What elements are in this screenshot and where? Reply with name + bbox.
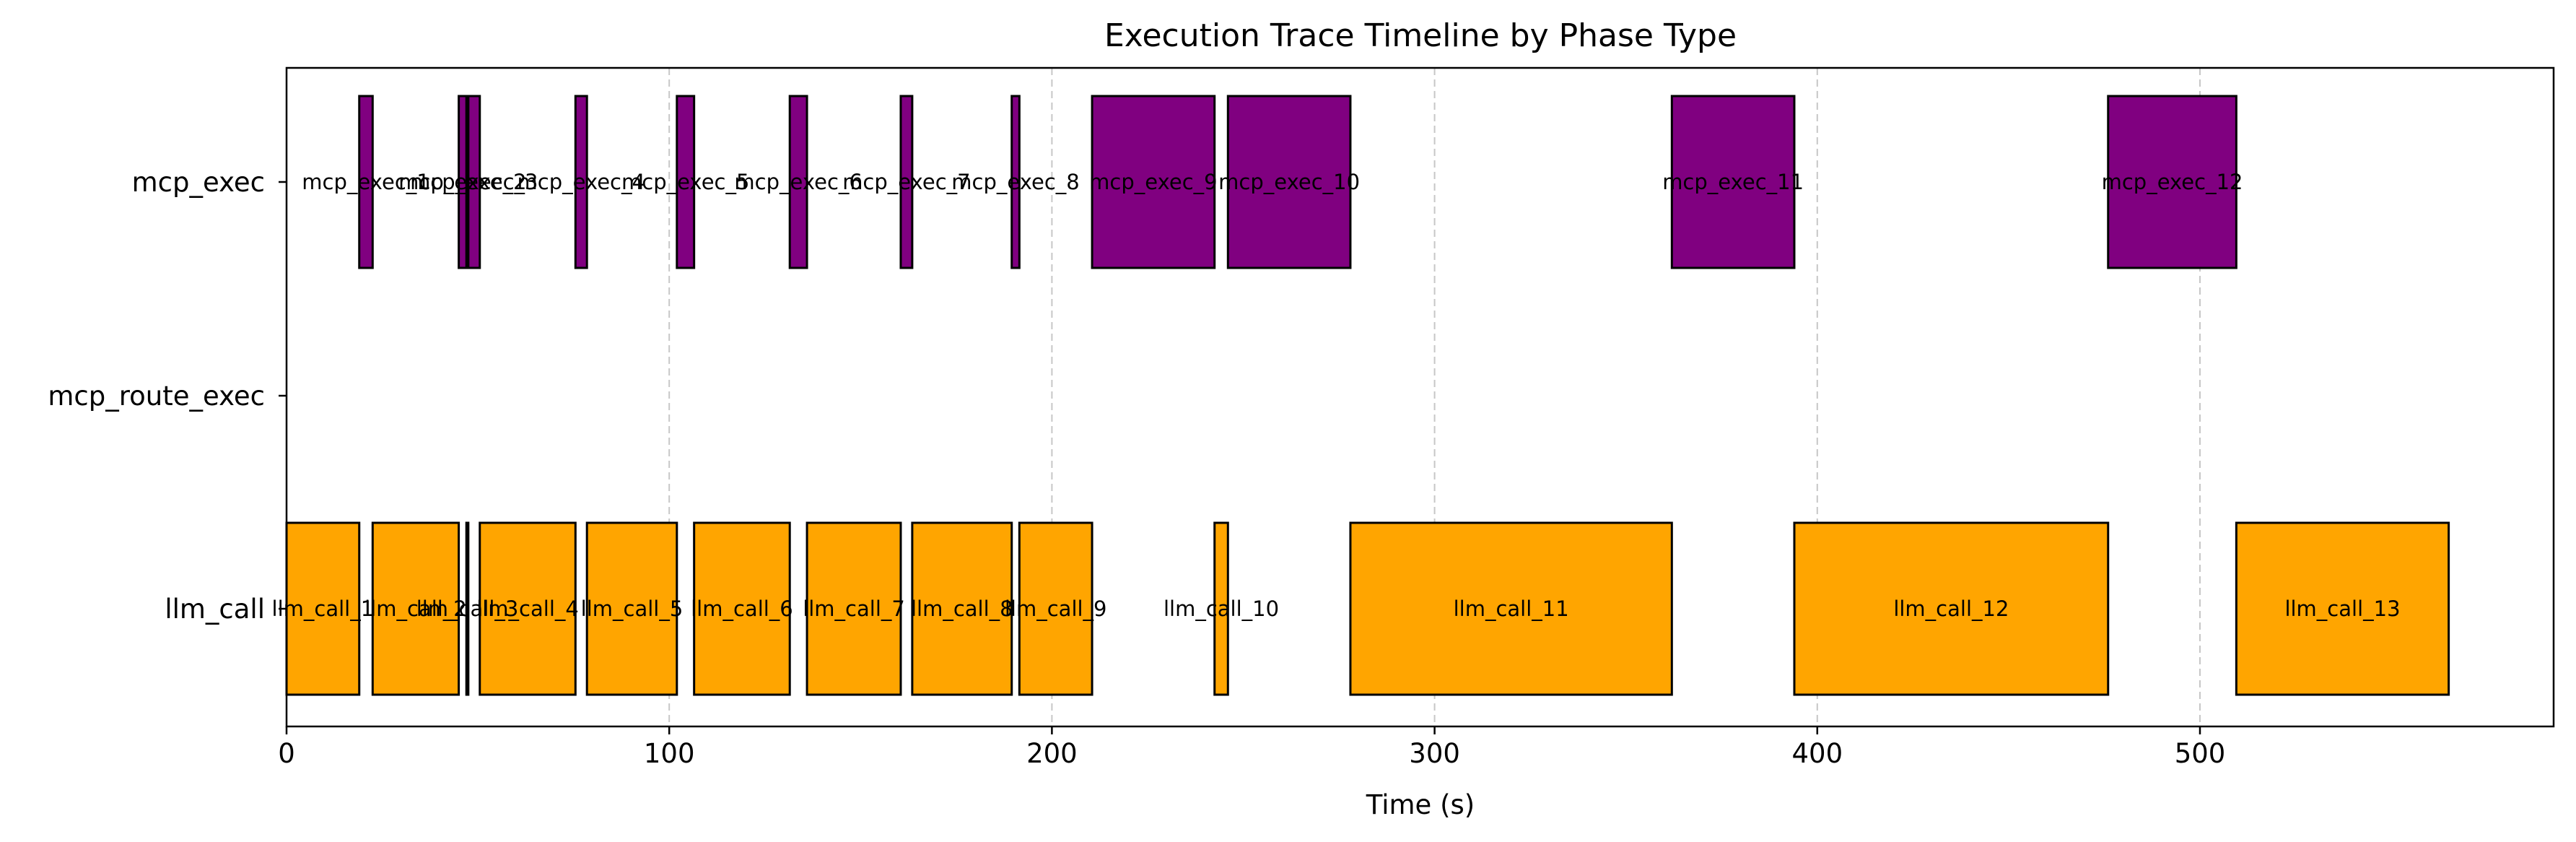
mcp_exec-bar xyxy=(676,95,696,269)
mcp_exec-bar-label: mcp_exec_3 xyxy=(410,170,538,194)
mcp_exec-bar-label: mcp_exec_4 xyxy=(518,170,645,194)
llm_call-bar xyxy=(693,521,791,696)
llm_call-bar-label: llm_call_3 xyxy=(416,596,519,621)
y-tick-label: llm_call xyxy=(165,594,265,625)
x-tick-label: 300 xyxy=(1409,738,1460,769)
y-tick-label: mcp_route_exec xyxy=(48,381,265,412)
x-tick-label: 400 xyxy=(1791,738,1843,769)
llm_call-bar-label: llm_call_12 xyxy=(1893,596,2009,621)
bar-labels: mcp_exec_1mcp_exec_2mcp_exec_3mcp_exec_4… xyxy=(272,170,2401,621)
mcp_exec-bar-label: mcp_exec_9 xyxy=(1089,170,1217,194)
llm_call-bar xyxy=(371,521,460,696)
mcp_exec-bar xyxy=(2107,95,2237,269)
llm_call-bar xyxy=(1793,521,2110,696)
x-tick-label: 500 xyxy=(2175,738,2226,769)
x-axis-ticks: 0 100 200 300 400 500 xyxy=(278,726,2225,769)
mcp_exec-bar xyxy=(1010,95,1021,269)
mcp_exec-bar-label: mcp_exec_5 xyxy=(621,170,749,194)
mcp_exec-bar-label: mcp_exec_11 xyxy=(1662,170,1804,194)
llm_call-bar-label: llm_call_6 xyxy=(691,596,793,621)
mcp_exec-bar xyxy=(358,95,374,269)
mcp_exec-bar xyxy=(467,95,481,269)
mcp_exec-bar xyxy=(1226,95,1352,269)
llm_call-bar xyxy=(285,521,361,696)
mcp_exec-bar-label: mcp_exec_7 xyxy=(842,170,970,194)
llm_call-bar-label: llm_call_13 xyxy=(2284,596,2400,621)
chart-title: Execution Trace Timeline by Phase Type xyxy=(1104,17,1737,54)
llm_call-bar-label: llm_call_2 xyxy=(364,596,467,621)
mcp_exec-bar xyxy=(458,95,468,269)
llm_call-bar-label: llm_call_9 xyxy=(1005,596,1107,621)
x-tick-label: 200 xyxy=(1026,738,1078,769)
llm_call-bar-label: llm_call_10 xyxy=(1163,596,1279,621)
llm_call-bar-label: llm_call_8 xyxy=(911,596,1013,621)
x-axis-label: Time (s) xyxy=(1366,789,1475,820)
y-axis-ticks: mcp_exec mcp_route_exec llm_call xyxy=(48,167,287,625)
llm_call-bar-label: llm_call_5 xyxy=(581,596,684,621)
llm_call-bar xyxy=(1213,521,1229,696)
mcp_exec-bar xyxy=(1091,95,1216,269)
llm_call-bar xyxy=(1018,521,1093,696)
llm_call-bar xyxy=(805,521,902,696)
llm_call-bar-label: llm_call_11 xyxy=(1454,596,1569,621)
llm_call-bar xyxy=(2235,521,2450,696)
llm_call-bar xyxy=(1349,521,1673,696)
llm_call-bar xyxy=(911,521,1013,696)
mcp_exec-bar-label: mcp_exec_6 xyxy=(734,170,862,194)
mcp_exec-bar xyxy=(899,95,914,269)
mcp_exec-bar-label: mcp_exec_8 xyxy=(951,170,1079,194)
llm_call-bar-label: llm_call_7 xyxy=(803,596,905,621)
llm_call-bar-label: llm_call_4 xyxy=(476,596,579,621)
mcp_exec-bar xyxy=(788,95,808,269)
mcp_exec-bar-label: mcp_exec_2 xyxy=(398,170,526,194)
mcp_exec-bar-label: mcp_exec_10 xyxy=(1218,170,1360,194)
mcp_exec-bar-label: mcp_exec_12 xyxy=(2102,170,2243,194)
llm_call-bar xyxy=(465,521,470,696)
plot-area-frame xyxy=(285,66,2555,728)
x-tick-label: 0 xyxy=(278,738,295,769)
x-tick-label: 100 xyxy=(644,738,695,769)
llm_call-bar xyxy=(479,521,577,696)
mcp_exec-bar xyxy=(574,95,588,269)
mcp_exec-bar-label: mcp_exec_1 xyxy=(302,170,429,194)
llm_call-bar-label: llm_call_1 xyxy=(272,596,375,621)
mcp_exec-bar xyxy=(1670,95,1796,269)
bars xyxy=(285,95,2450,696)
llm_call-bar xyxy=(585,521,678,696)
y-tick-label: mcp_exec xyxy=(132,167,265,198)
